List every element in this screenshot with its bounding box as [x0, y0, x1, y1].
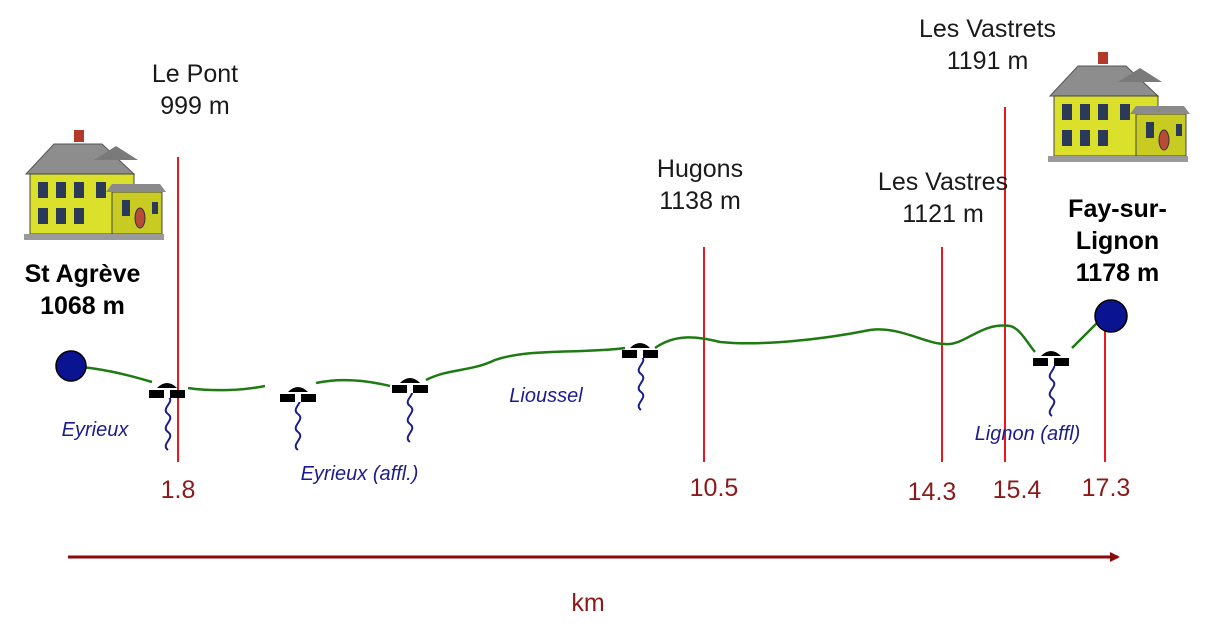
river-squiggle — [637, 355, 645, 411]
place-name: Les Vastrets — [918, 15, 1057, 43]
river-squiggle — [406, 387, 414, 443]
distance-label: 17.3 — [1081, 474, 1131, 502]
bridge-icon — [392, 378, 428, 393]
end-town-name-line1: Fay-sur- — [1068, 195, 1167, 223]
end-town-altitude: 1178 m — [1075, 259, 1160, 287]
start-town-label: St Agrève 1068 m — [0, 258, 165, 322]
start-town-altitude: 1068 m — [40, 292, 125, 320]
river-label-eyrieux-affl: Eyrieux (affl.) — [300, 463, 419, 485]
place-altitude: 999 m — [160, 92, 230, 120]
place-label-les-vastrets: Les Vastrets 1191 m — [895, 13, 1080, 77]
distance-label: 14.3 — [907, 478, 957, 506]
place-name: Les Vastres — [877, 168, 1009, 196]
bridge-icon — [1033, 351, 1069, 366]
river-label-lignon-affl: Lignon (affl) — [974, 423, 1081, 445]
distance-label: 10.5 — [689, 474, 739, 502]
start-point — [55, 350, 87, 382]
river-squiggle — [1048, 361, 1056, 417]
bridge-icon — [149, 383, 185, 398]
place-name: Hugons — [656, 155, 744, 183]
place-label-les-vastres: Les Vastres 1121 m — [858, 166, 1028, 230]
route-line — [69, 319, 1101, 392]
place-label-le-pont: Le Pont 999 m — [135, 58, 255, 122]
place-label-hugons: Hugons 1138 m — [630, 153, 770, 217]
distance-label: 15.4 — [992, 476, 1042, 504]
end-point — [1094, 299, 1128, 333]
place-altitude: 1191 m — [946, 47, 1029, 75]
place-altitude: 1121 m — [902, 200, 984, 228]
end-town-name-line2: Lignon — [1075, 227, 1160, 255]
river-label-lioussel: Lioussel — [509, 385, 583, 407]
place-name: Le Pont — [151, 60, 239, 88]
house-icon — [23, 129, 167, 241]
end-town-label: Fay-sur- Lignon 1178 m — [1050, 193, 1185, 289]
start-town-name: St Agrève — [24, 260, 141, 288]
river-squiggle — [164, 395, 172, 451]
place-altitude: 1138 m — [659, 187, 741, 215]
bridge-icon — [622, 343, 658, 358]
river-squiggle — [294, 395, 302, 451]
km-axis-label: km — [571, 589, 605, 617]
river-label-eyrieux: Eyrieux — [61, 419, 129, 441]
bridge-icon — [280, 387, 316, 402]
distance-label: 1.8 — [160, 476, 196, 504]
